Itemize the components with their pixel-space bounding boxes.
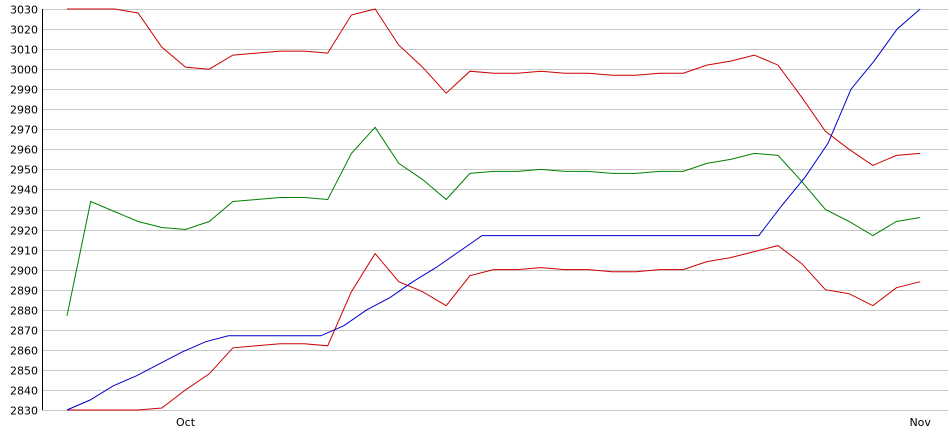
series-group xyxy=(66,8,921,411)
y-tick-label: 2990 xyxy=(10,84,38,97)
y-tick-label: 2920 xyxy=(10,225,38,238)
y-tick-label: 2850 xyxy=(10,365,38,378)
series-line-1 xyxy=(67,8,921,166)
y-tick-label: 2830 xyxy=(10,405,38,418)
y-tick-label: 2930 xyxy=(10,205,38,218)
y-tick-label: 2940 xyxy=(10,184,38,197)
y-tick-label: 2900 xyxy=(10,265,38,278)
y-tick-label: 2870 xyxy=(10,325,38,338)
grid xyxy=(42,9,948,411)
y-tick-label: 2980 xyxy=(10,104,38,117)
x-axis: Oct Nov xyxy=(176,416,931,429)
y-tick-label: 2970 xyxy=(10,124,38,137)
y-tick-label: 3030 xyxy=(10,4,38,17)
series-line-4 xyxy=(66,8,921,411)
x-tick-label: Oct xyxy=(176,416,196,429)
y-tick-label: 2880 xyxy=(10,305,38,318)
x-tick-label: Nov xyxy=(909,416,931,429)
y-tick-label: 2890 xyxy=(10,285,38,298)
y-tick-label: 3020 xyxy=(10,24,38,37)
y-tick-label: 3000 xyxy=(10,64,38,77)
y-tick-label: 2860 xyxy=(10,345,38,358)
y-axis: 2830 2840 2850 2860 2870 2880 2890 2900 2910 2920… xyxy=(10,4,43,418)
y-tick-label: 2840 xyxy=(10,385,38,398)
series-line-3 xyxy=(67,245,921,411)
y-tick-label: 2910 xyxy=(10,245,38,258)
y-tick-label: 2950 xyxy=(10,164,38,177)
y-tick-label: 2960 xyxy=(10,144,38,157)
series-line-2 xyxy=(66,126,921,316)
y-tick-label: 3010 xyxy=(10,44,38,57)
